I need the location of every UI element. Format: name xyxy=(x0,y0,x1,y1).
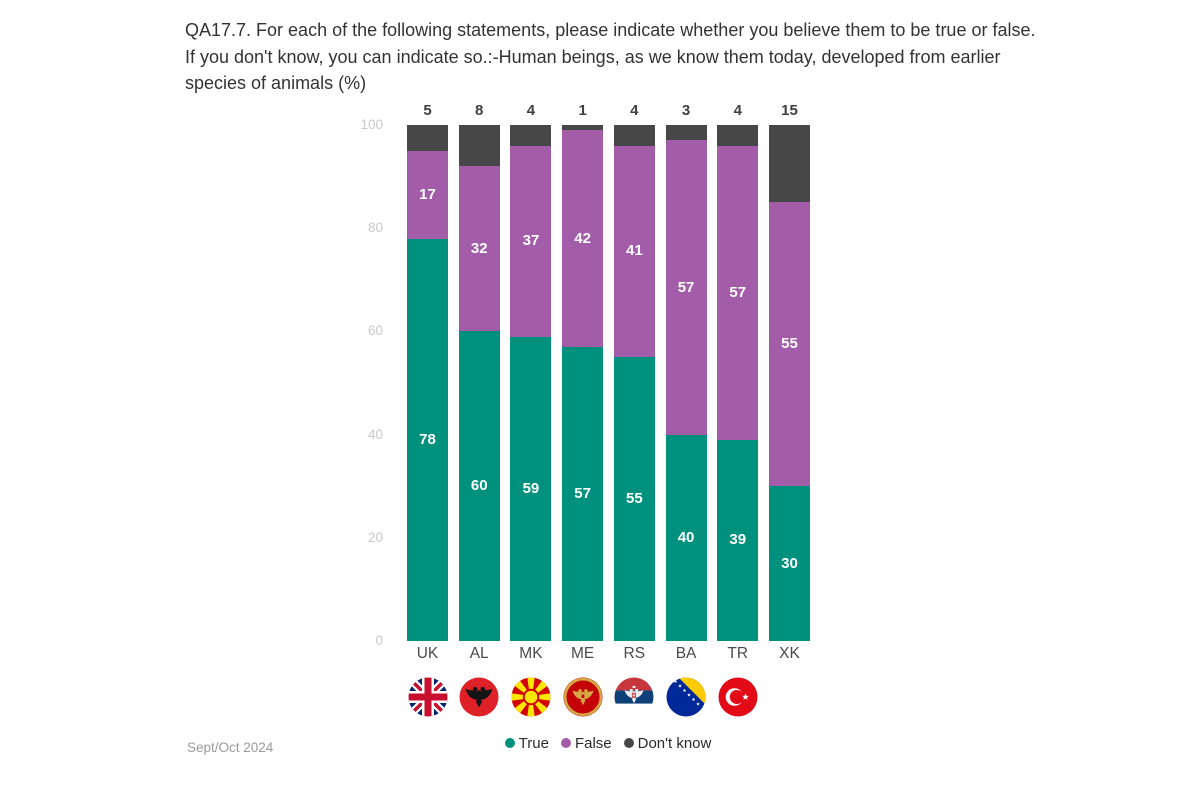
category-label-mk: MK xyxy=(519,645,543,662)
chart-title: QA17.7. For each of the following statem… xyxy=(185,20,1036,93)
y-axis-tick-label: 100 xyxy=(360,117,383,132)
bar-value-label: 37 xyxy=(522,232,540,250)
bar-segment-me-false xyxy=(562,130,604,347)
dont-know-value-label: 4 xyxy=(733,102,742,119)
bar-value-label: 40 xyxy=(677,528,695,546)
bar-value-label: 57 xyxy=(574,484,591,502)
dont-know-value-label: 1 xyxy=(578,102,587,119)
bar-segment-rs-don-t-know xyxy=(613,125,655,146)
category-label-xk: XK xyxy=(779,645,800,662)
y-axis-tick-label: 20 xyxy=(367,529,383,545)
bar-value-label: 55 xyxy=(781,335,798,353)
legend-dot-icon xyxy=(504,738,515,748)
dont-know-value-label: 3 xyxy=(681,102,691,119)
y-axis-tick-label: 60 xyxy=(367,323,383,339)
bar-value-label: 41 xyxy=(625,242,643,260)
bar-value-label: 59 xyxy=(522,479,540,497)
legend-label: False xyxy=(574,734,612,752)
bar-value-label: 60 xyxy=(470,477,488,495)
bar-value-label: 55 xyxy=(625,490,643,508)
flag-tr-icon xyxy=(718,677,758,717)
flag-me-icon xyxy=(563,677,603,717)
dont-know-value-label: 4 xyxy=(526,102,536,119)
bar-segment-mk-don-t-know xyxy=(510,125,552,146)
category-label-al: AL xyxy=(469,645,489,662)
bar-segment-uk-don-t-know xyxy=(407,125,448,151)
bar-segment-me-don-t-know xyxy=(562,125,604,131)
legend-dot-icon xyxy=(560,738,571,748)
bar-segment-mk-true xyxy=(510,336,552,641)
bar-value-label: 32 xyxy=(470,239,488,257)
bar-segment-xk-don-t-know xyxy=(768,125,810,203)
legend-item-false: False xyxy=(560,734,612,752)
bar-value-label: 30 xyxy=(781,554,798,572)
dont-know-value-label: 15 xyxy=(781,102,798,119)
legend-label: Don't know xyxy=(637,734,712,752)
bar-segment-mk-false xyxy=(510,145,552,337)
y-axis-tick-label: 80 xyxy=(367,220,383,236)
flag-mk-icon xyxy=(511,677,551,717)
bar-segment-ba-false xyxy=(665,140,707,435)
y-axis-tick-label: 0 xyxy=(375,633,383,648)
fieldwork-date-label: Sept/Oct 2024 xyxy=(187,740,274,755)
dont-know-value-label: 8 xyxy=(475,102,484,119)
bar-segment-tr-true xyxy=(717,439,759,641)
category-label-tr: TR xyxy=(727,645,749,662)
category-label-ba: BA xyxy=(675,645,697,662)
bar-segment-me-true xyxy=(562,346,604,641)
legend: True False Don't know xyxy=(388,733,828,753)
bar-value-label: 57 xyxy=(677,278,695,296)
bar-segment-uk-false xyxy=(407,150,448,239)
bar-segment-al-true xyxy=(458,331,500,641)
bar-value-label: 42 xyxy=(574,229,591,247)
bar-value-label: 57 xyxy=(729,283,747,301)
flag-rs-icon xyxy=(614,677,654,717)
legend-dot-icon xyxy=(623,738,634,748)
dont-know-value-label: 5 xyxy=(423,102,432,119)
bar-value-label: 39 xyxy=(729,531,747,549)
bar-segment-uk-true xyxy=(407,238,448,641)
bar-segment-xk-true xyxy=(768,486,810,641)
flag-ba-icon xyxy=(666,677,706,717)
bar-segment-al-false xyxy=(458,166,500,332)
bar-segment-ba-true xyxy=(665,434,707,641)
bar-segment-al-don-t-know xyxy=(458,125,500,167)
legend-label: True xyxy=(518,734,549,752)
bar-segment-xk-false xyxy=(768,202,810,487)
bar-segment-rs-true xyxy=(613,357,655,641)
bar-value-label: 17 xyxy=(419,185,436,203)
flag-uk-icon xyxy=(408,677,448,717)
legend-item-true: True xyxy=(504,734,549,752)
bar-segment-ba-don-t-know xyxy=(665,125,707,141)
flag-al-icon xyxy=(459,677,499,717)
bar-segment-rs-false xyxy=(613,145,655,358)
bar-value-label: 78 xyxy=(419,430,436,448)
category-label-me: ME xyxy=(571,645,595,662)
bar-segment-tr-false xyxy=(717,145,759,440)
category-label-uk: UK xyxy=(416,645,439,662)
legend-item-don-t-know: Don't know xyxy=(623,734,712,752)
y-axis-tick-label: 40 xyxy=(367,426,383,442)
category-label-rs: RS xyxy=(623,645,646,662)
dont-know-value-label: 4 xyxy=(630,102,639,119)
bar-segment-tr-don-t-know xyxy=(717,125,759,146)
